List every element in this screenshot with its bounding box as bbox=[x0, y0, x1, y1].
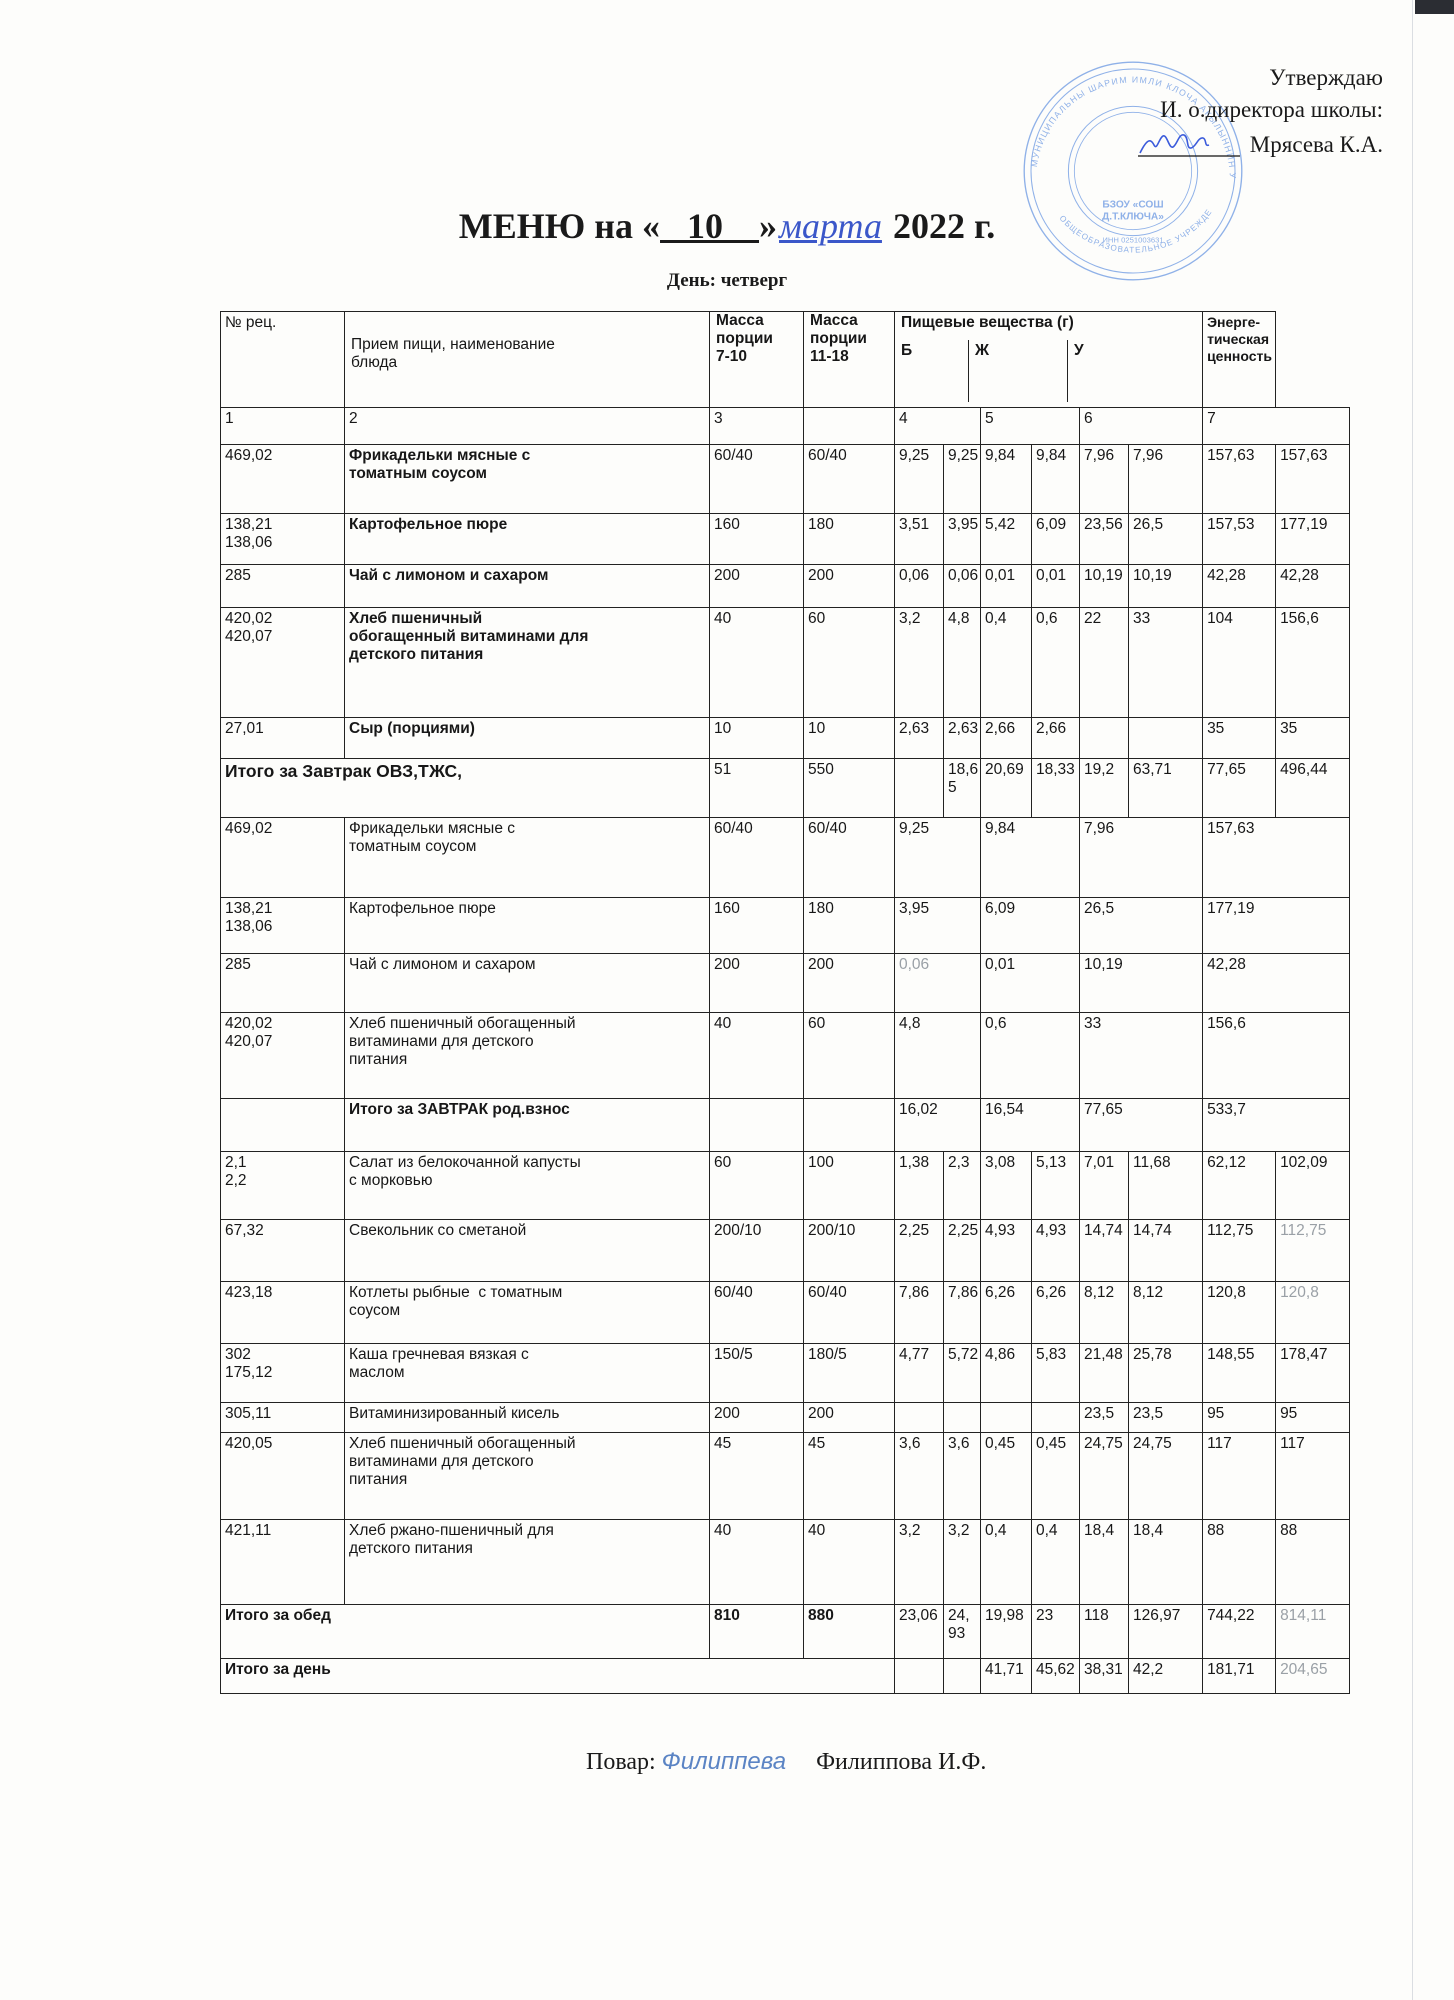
svg-text:ИНН 0251003631: ИНН 0251003631 bbox=[1102, 235, 1163, 244]
svg-text:БЗОУ «СОШ: БЗОУ «СОШ bbox=[1102, 200, 1163, 211]
svg-text:Д.Т.КЛЮЧА»: Д.Т.КЛЮЧА» bbox=[1102, 211, 1164, 222]
